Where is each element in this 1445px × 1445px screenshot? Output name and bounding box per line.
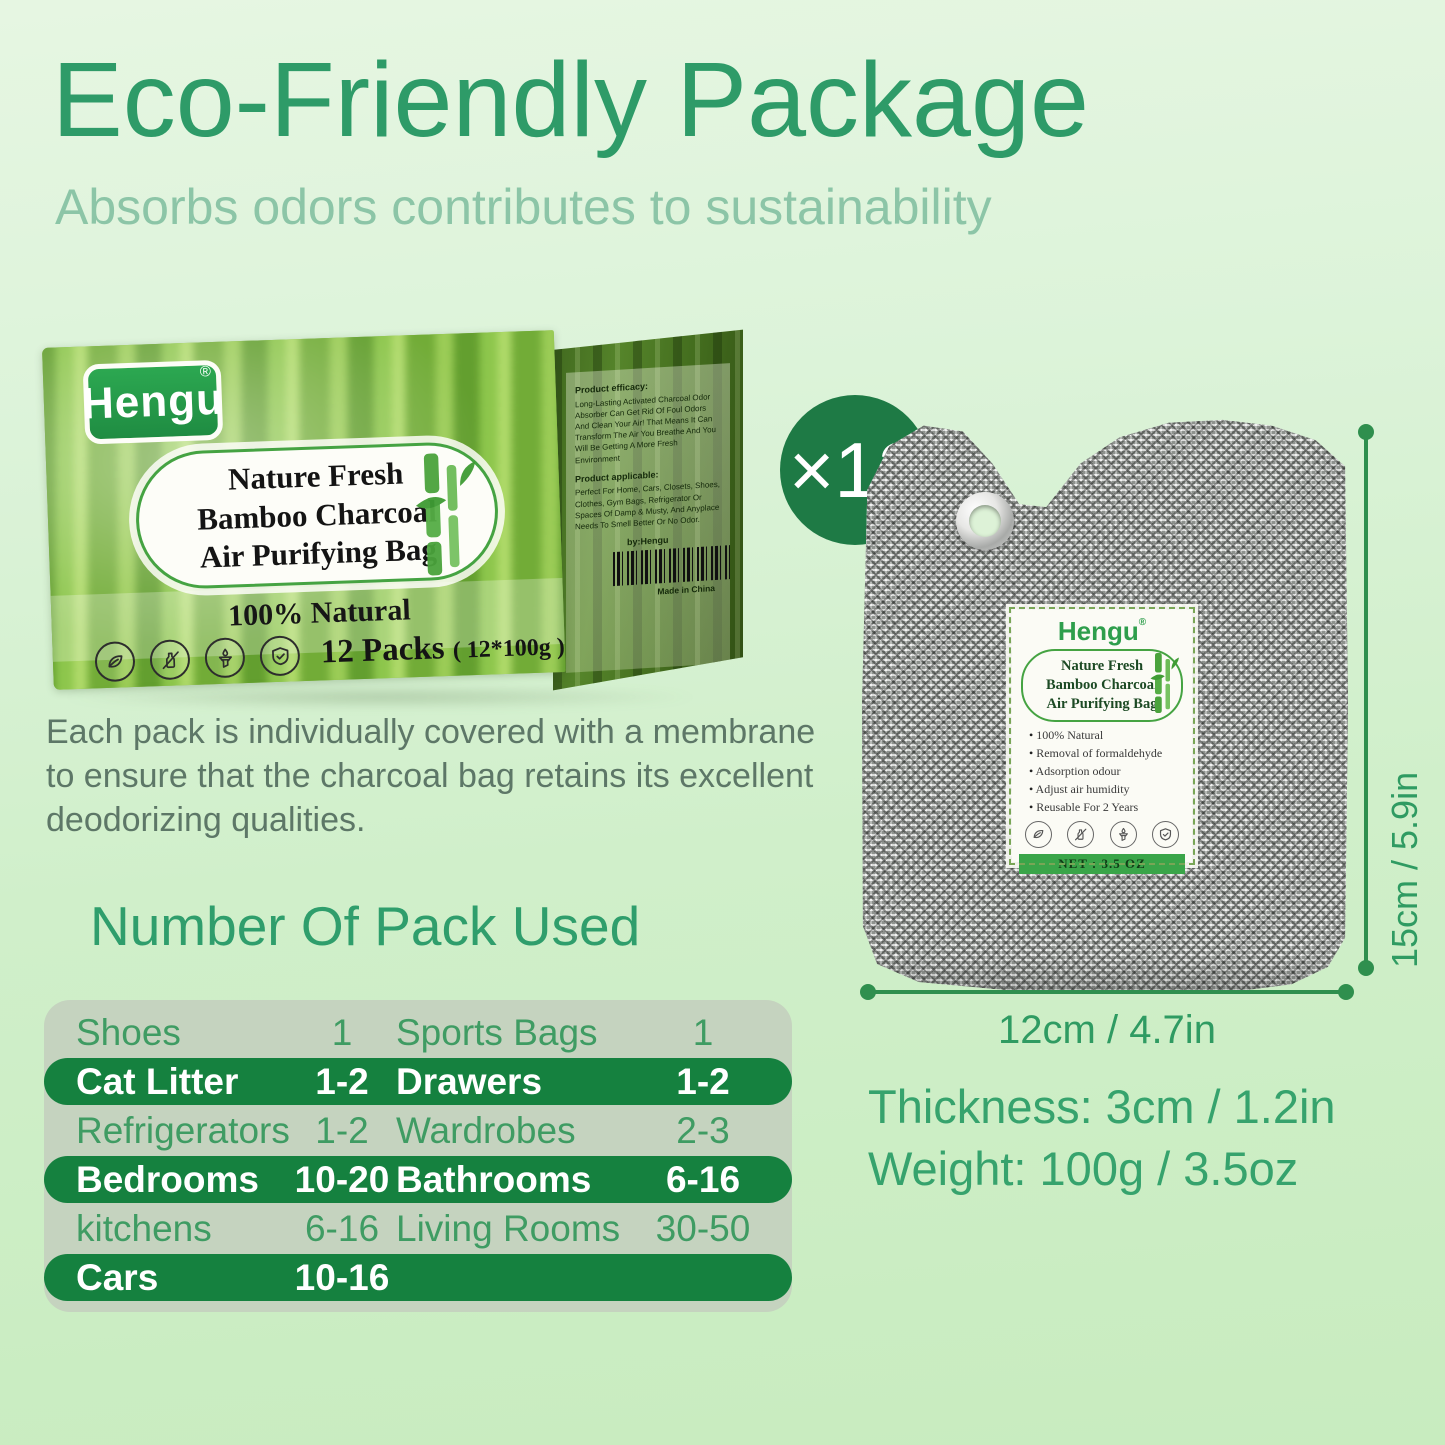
usage-label: Wardrobes xyxy=(396,1109,576,1151)
bag-feature: 100% Natural xyxy=(1029,726,1185,744)
net-weight-bar: NET : 3.5 OZ xyxy=(1019,853,1185,874)
bag-brand: Hengu® xyxy=(1057,616,1147,646)
usage-label: Shoes xyxy=(76,1011,181,1053)
box-title-line: Nature Fresh xyxy=(227,455,404,497)
natural-leaf-icon xyxy=(1025,820,1052,848)
moisture-absorb-icon xyxy=(1109,820,1137,848)
no-odor-icon xyxy=(149,639,191,681)
height-measure-line xyxy=(1358,424,1374,976)
usage-label: kitchens xyxy=(76,1207,212,1249)
usage-value: 1 xyxy=(331,1011,353,1053)
table-row: Bedrooms 10-20 Bathrooms 6-16 xyxy=(44,1156,792,1203)
table-row: Refrigerators 1-2 Wardrobes 2-3 xyxy=(44,1109,792,1152)
usage-label: Bathrooms xyxy=(396,1158,592,1200)
width-measure-label: 12cm / 4.7in xyxy=(998,1008,1216,1052)
charcoal-bag-photo: Hengu® Nature Fresh Bamboo Charcoal Air … xyxy=(861,419,1349,994)
packs-detail: ( 12*100g ) xyxy=(452,633,566,664)
applicable-text: Perfect For Home, Cars, Closets, Shoes, … xyxy=(575,480,720,532)
membrane-note: Each pack is individually covered with a… xyxy=(46,713,816,840)
box-title-line: Air Purifying Bag xyxy=(199,531,438,575)
bag-title-line: Air Purifying Bag xyxy=(1046,695,1158,712)
certification-icons xyxy=(1019,820,1185,848)
box-side-label: Product efficacy: Long-Lasting Activated… xyxy=(566,363,730,673)
registered-mark: ® xyxy=(1138,617,1147,628)
usage-value: 1-2 xyxy=(315,1060,369,1102)
bag-title-line: Bamboo Charcoal xyxy=(1045,676,1159,693)
origin-label: Made in China xyxy=(657,582,715,597)
usage-value: 30-50 xyxy=(655,1207,751,1249)
usage-label: Refrigerators xyxy=(76,1109,290,1151)
efficacy-text: Long-Lasting Activated Charcoal Odor Abs… xyxy=(575,391,716,465)
usage-label: Cars xyxy=(76,1256,159,1298)
bag-feature-list: 100% Natural Removal of formaldehyde Ads… xyxy=(1029,726,1185,817)
specs-block: Thickness: 3cm / 1.2in Weight: 100g / 3.… xyxy=(868,1076,1336,1200)
usage-label: Drawers xyxy=(396,1060,543,1102)
table-row: Cars 10-16 xyxy=(44,1254,792,1301)
usage-value: 6-16 xyxy=(304,1207,380,1249)
page-title: Eco-Friendly Package xyxy=(52,41,1089,159)
usage-value: 1-2 xyxy=(315,1109,369,1151)
usage-value: 6-16 xyxy=(665,1158,741,1200)
usage-label: Bedrooms xyxy=(76,1158,259,1200)
brand-logo: Hengu ® xyxy=(81,359,225,445)
usage-label: Cat Litter xyxy=(76,1060,239,1102)
usage-value: 1 xyxy=(692,1011,714,1053)
usage-label: Sports Bags xyxy=(396,1011,598,1053)
height-measure-label: 15cm / 5.9in xyxy=(1384,771,1425,968)
bag-feature: Adjust air humidity xyxy=(1029,780,1185,798)
moisture-absorb-icon xyxy=(204,637,246,679)
brand-name: Hengu xyxy=(81,374,225,429)
box-front-panel: Hengu ® Nature Fresh Bamboo Charcoal Air… xyxy=(42,330,566,690)
usage-value: 10-20 xyxy=(294,1158,390,1200)
table-row: Cat Litter 1-2 Drawers 1-2 xyxy=(44,1058,792,1105)
no-odor-icon xyxy=(1067,820,1095,848)
thickness-spec: Thickness: 3cm / 1.2in xyxy=(868,1080,1336,1133)
bag-label: Hengu® Nature Fresh Bamboo Charcoal Air … xyxy=(1009,607,1195,874)
registered-mark: ® xyxy=(199,363,213,381)
width-measure-line xyxy=(860,984,1354,1000)
bag-feature: Adsorption odour xyxy=(1029,762,1185,780)
bag-feature: Removal of formaldehyde xyxy=(1029,744,1185,762)
page-subtitle: Absorbs odors contributes to sustainabil… xyxy=(55,179,992,235)
weight-spec: Weight: 100g / 3.5oz xyxy=(868,1142,1299,1196)
grommet xyxy=(956,492,1014,550)
certification-icons xyxy=(94,635,301,683)
bag-title-line: Nature Fresh xyxy=(1060,658,1144,674)
box-side-panel: Product efficacy: Long-Lasting Activated… xyxy=(553,329,743,691)
quality-shield-icon xyxy=(1151,820,1179,848)
box-title-pill: Nature Fresh Bamboo Charcoal Air Purifyi… xyxy=(133,440,501,591)
barcode xyxy=(613,544,730,586)
usage-table: Shoes 1 Sports Bags 1 Cat Litter 1-2 Dra… xyxy=(44,1000,792,1312)
usage-value: 1-2 xyxy=(676,1060,730,1102)
table-row: kitchens 6-16 Living Rooms 30-50 xyxy=(44,1207,792,1250)
usage-label: Living Rooms xyxy=(396,1207,621,1249)
quality-shield-icon xyxy=(259,635,301,677)
natural-leaf-icon xyxy=(94,640,136,683)
usage-value: 2-3 xyxy=(676,1109,730,1151)
bag-feature: Reusable For 2 Years xyxy=(1029,798,1185,816)
usage-table-title: Number Of Pack Used xyxy=(90,895,641,957)
usage-value: 10-16 xyxy=(294,1256,390,1298)
product-box-photo: Product efficacy: Long-Lasting Activated… xyxy=(38,326,744,698)
table-row: Shoes 1 Sports Bags 1 xyxy=(44,1011,792,1054)
packs-count: 12 Packs ( 12*100g ) xyxy=(320,630,566,671)
bag-title-pill: Nature Fresh Bamboo Charcoal Air Purifyi… xyxy=(1021,649,1183,722)
